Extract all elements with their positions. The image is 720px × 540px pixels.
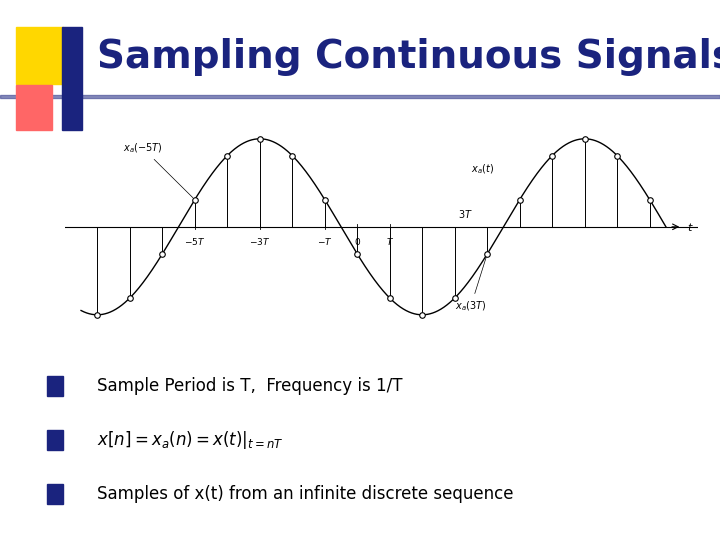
Text: $t$: $t$ [687, 221, 694, 233]
Text: $x_a(t)$: $x_a(t)$ [471, 163, 494, 176]
Text: $-5T$: $-5T$ [184, 237, 205, 247]
Text: Sample Period is T,  Frequency is 1/T: Sample Period is T, Frequency is 1/T [97, 377, 402, 395]
Text: $x_a(3T)$: $x_a(3T)$ [455, 256, 487, 313]
Text: Sampling Continuous Signals: Sampling Continuous Signals [97, 38, 720, 76]
Bar [47, 430, 63, 450]
Text: Samples of x(t) from an infinite discrete sequence: Samples of x(t) from an infinite discret… [97, 485, 513, 503]
Bar [16, 85, 52, 130]
Bar [62, 27, 82, 130]
Text: $0$: $0$ [354, 237, 361, 247]
Bar [0, 94, 720, 98]
Text: $T$: $T$ [386, 237, 394, 247]
Text: $-3T$: $-3T$ [249, 237, 271, 247]
Text: $3T$: $3T$ [458, 208, 473, 220]
Bar [47, 484, 63, 504]
Bar [16, 27, 63, 84]
Text: $x_a(-5T)$: $x_a(-5T)$ [122, 141, 193, 198]
Text: $x[n] = x_a(n) = x(t)|_{t=nT}$: $x[n] = x_a(n) = x(t)|_{t=nT}$ [97, 429, 284, 451]
Text: $-T$: $-T$ [317, 237, 333, 247]
Bar [47, 376, 63, 396]
